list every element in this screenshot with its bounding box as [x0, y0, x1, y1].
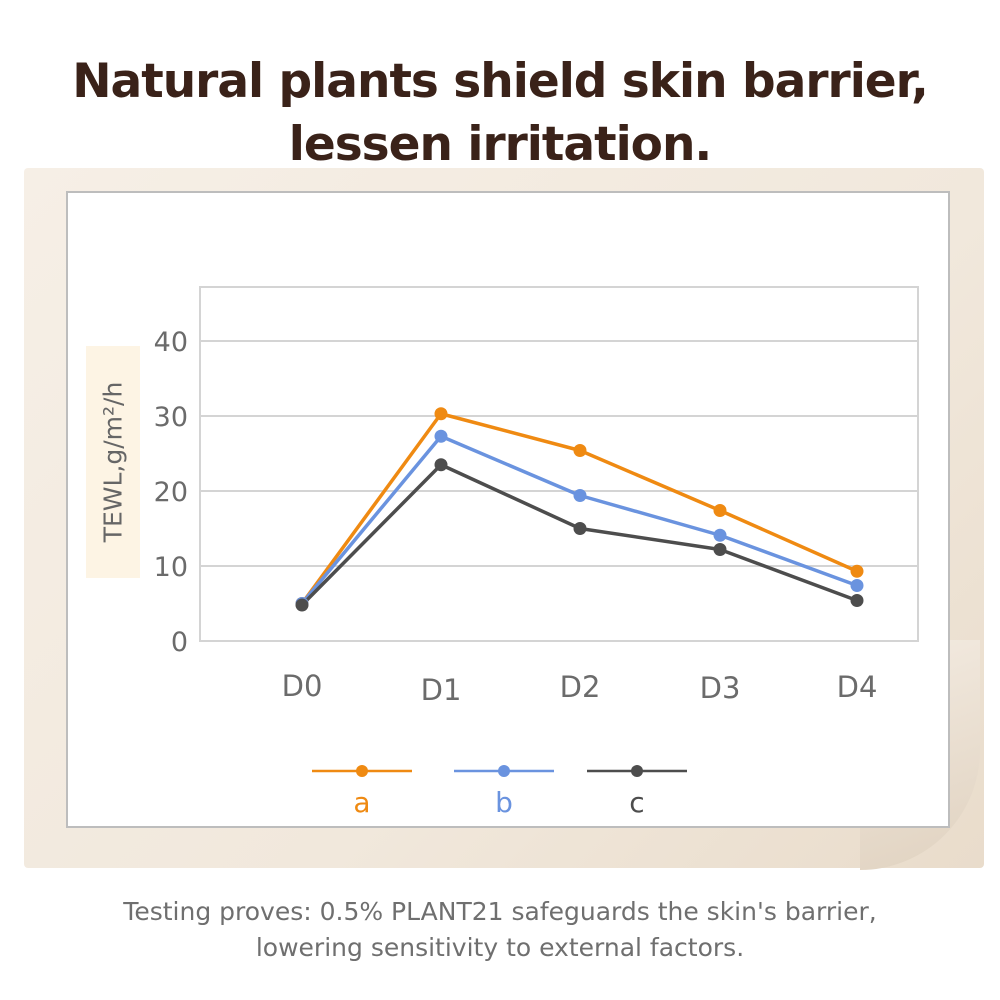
data-point-a	[713, 504, 727, 517]
data-point-c	[573, 522, 587, 535]
headline-line-2: lessen irritation.	[288, 117, 713, 172]
data-point-c	[295, 598, 309, 612]
caption-line-2: lowering sensitivity to external factors…	[255, 933, 745, 962]
y-tick-label: 20	[154, 477, 188, 508]
legend-marker-c	[631, 765, 643, 777]
data-point-a	[850, 564, 864, 578]
y-tick-label: 30	[154, 402, 188, 433]
x-tick-label: D2	[560, 670, 601, 704]
legend-label-a: a	[353, 786, 370, 819]
data-point-a	[434, 407, 448, 421]
y-tick-label: 0	[171, 627, 188, 658]
y-axis-label-background	[86, 346, 140, 578]
legend-label-c: c	[629, 786, 644, 819]
y-tick-label: 40	[154, 327, 188, 358]
series-line-a	[300, 412, 858, 605]
legend-marker-a	[356, 765, 368, 777]
x-tick-label: D3	[700, 671, 741, 705]
headline: Natural plants shield skin barrier, less…	[0, 50, 1000, 176]
data-point-b	[850, 579, 864, 592]
data-point-b	[573, 489, 587, 502]
data-point-c	[434, 458, 448, 472]
data-point-c	[713, 543, 727, 556]
legend-marker-b	[498, 765, 510, 777]
data-point-b	[434, 429, 448, 443]
headline-line-1: Natural plants shield skin barrier,	[72, 54, 929, 109]
chart-card	[66, 191, 950, 828]
data-point-a	[573, 444, 587, 457]
x-tick-label: D1	[421, 673, 462, 707]
x-tick-label: D4	[837, 670, 878, 704]
caption-line-1: Testing proves: 0.5% PLANT21 safeguards …	[123, 897, 877, 926]
caption: Testing proves: 0.5% PLANT21 safeguards …	[0, 894, 1000, 966]
data-point-b	[713, 528, 727, 542]
x-tick-label: D0	[282, 669, 323, 703]
data-point-c	[850, 594, 864, 607]
legend-label-b: b	[495, 786, 513, 819]
y-tick-label: 10	[154, 552, 188, 583]
